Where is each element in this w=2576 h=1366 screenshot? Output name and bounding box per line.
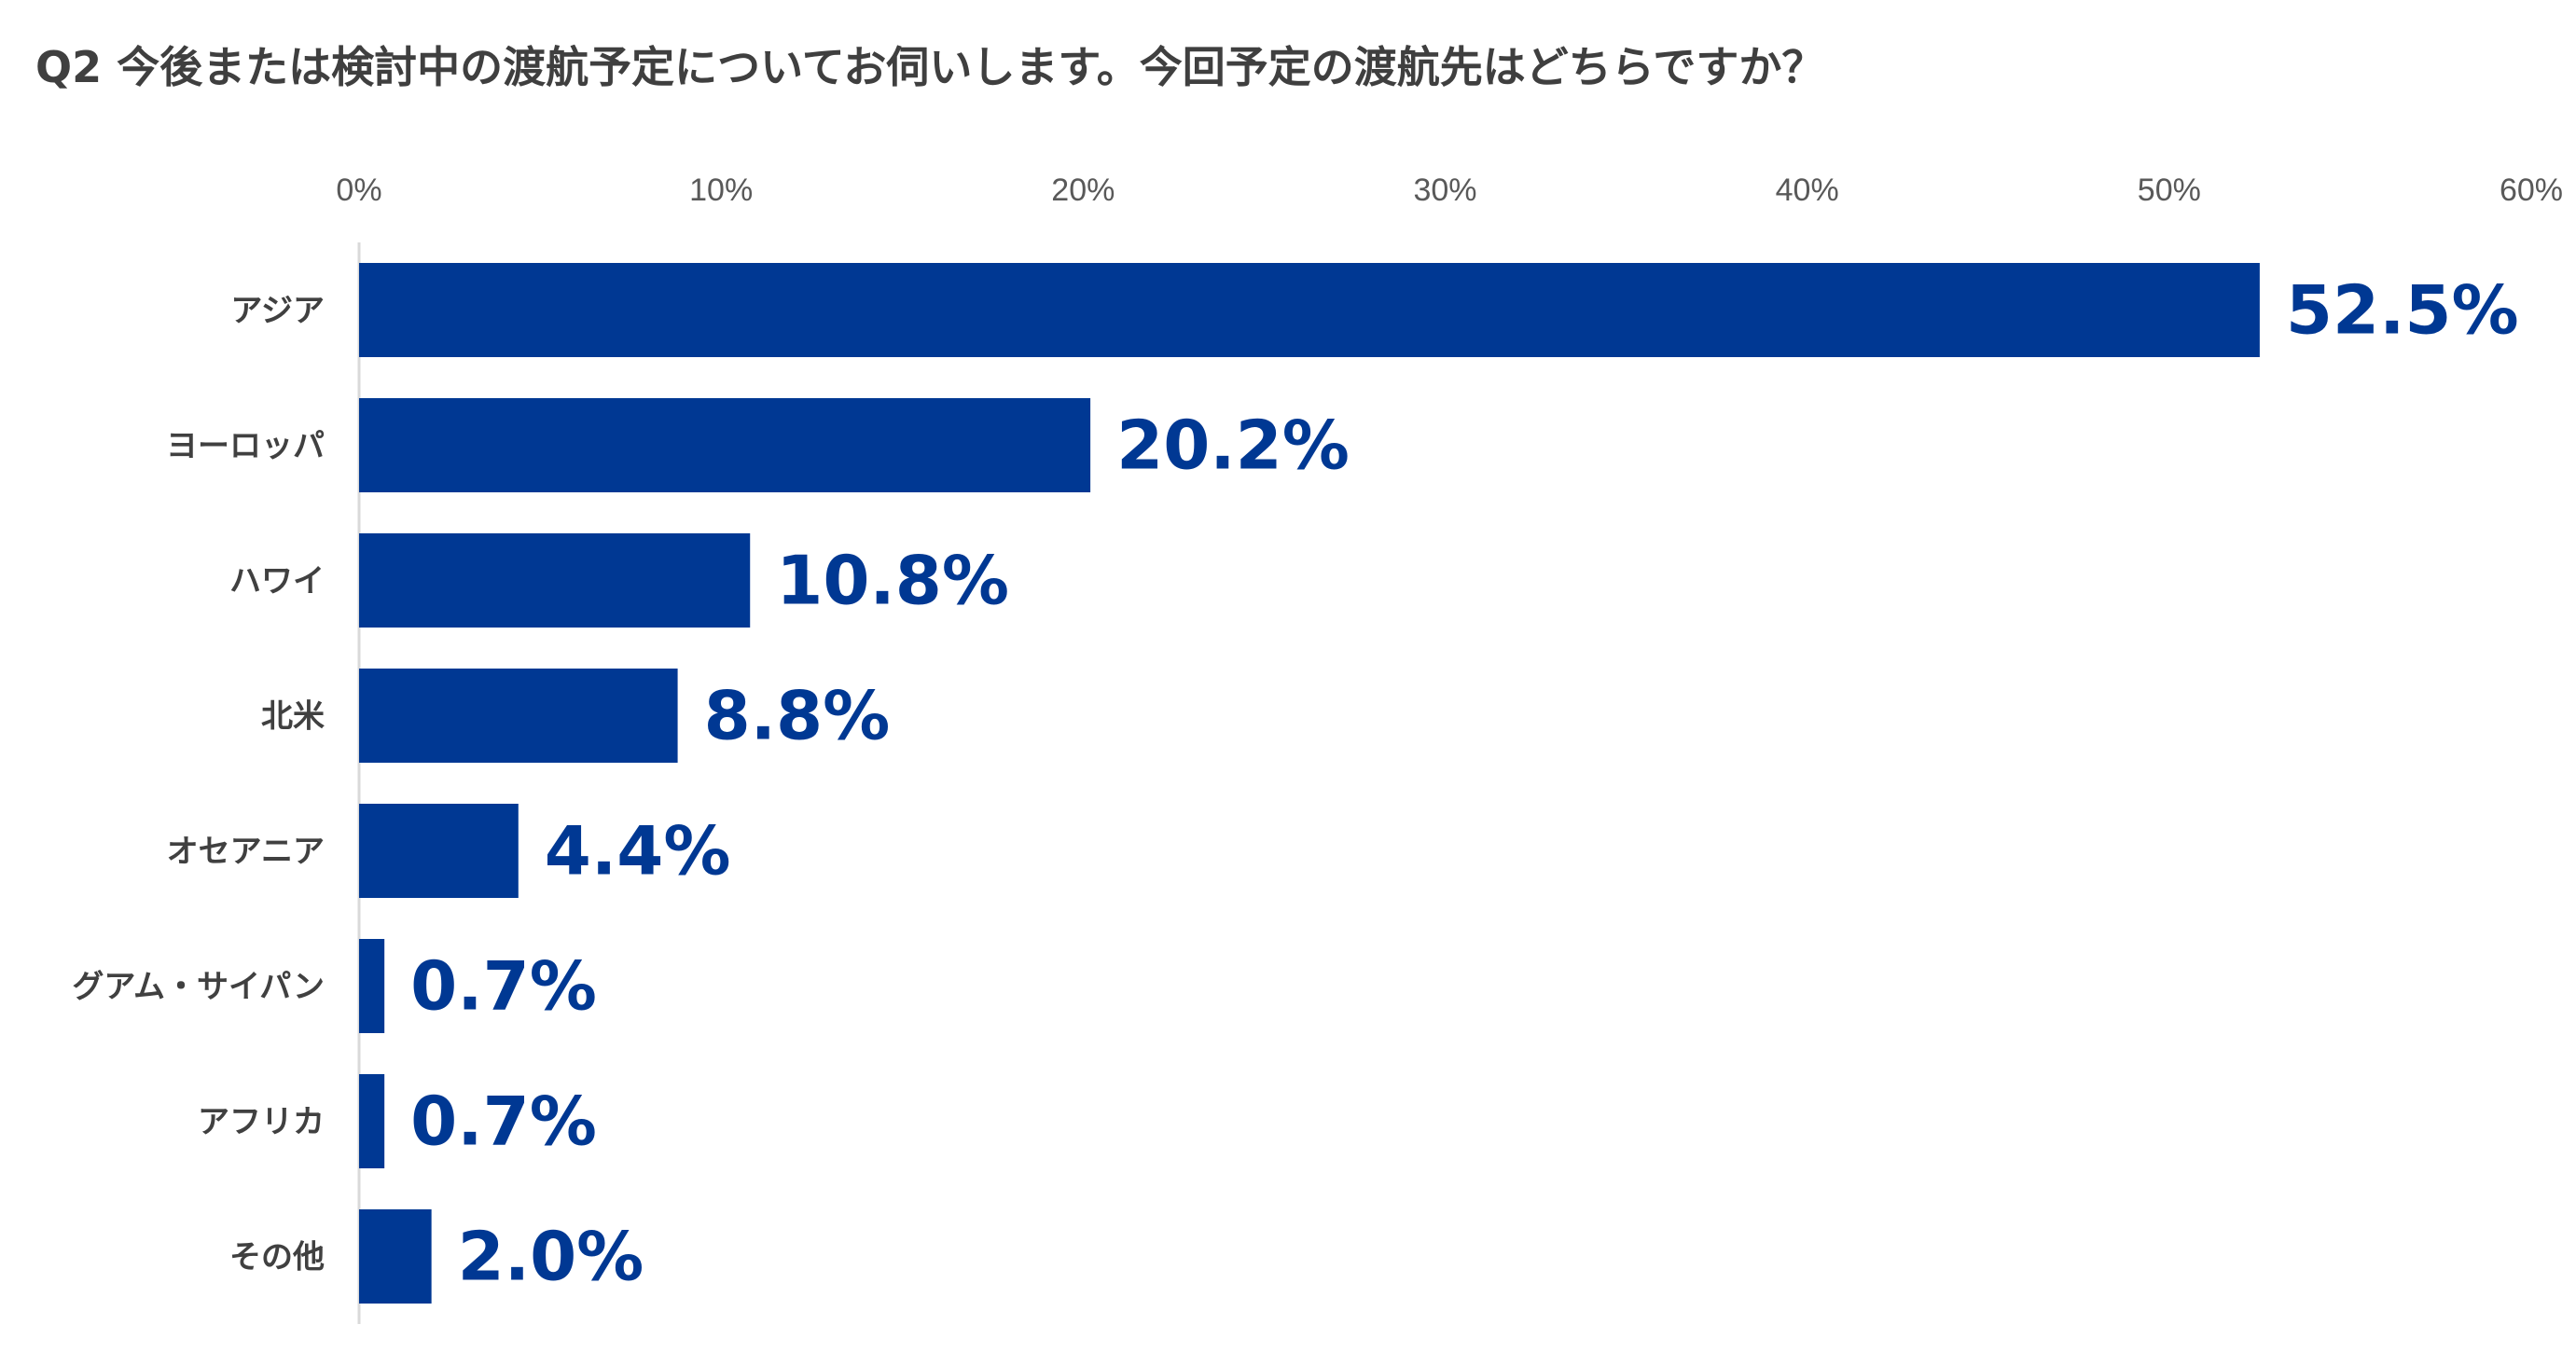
x-tick-label: 10%	[689, 172, 753, 208]
value-label: 0.7%	[410, 947, 597, 1026]
bars	[359, 263, 2260, 1304]
bar	[359, 804, 519, 898]
value-label: 4.4%	[545, 812, 731, 890]
x-tick-label: 0%	[336, 172, 381, 208]
bar	[359, 939, 385, 1033]
bar	[359, 1209, 432, 1304]
value-label: 52.5%	[2286, 271, 2519, 350]
bar	[359, 398, 1091, 492]
category-label: ハワイ	[229, 563, 325, 600]
category-label: グアム・サイパン	[72, 969, 325, 1006]
chart-title: Q2 今後または検討中の渡航予定についてお伺いします。今回予定の渡航先はどちらで…	[35, 42, 1824, 92]
value-label: 20.2%	[1116, 407, 1350, 485]
bar	[359, 263, 2260, 357]
category-label: アジア	[230, 293, 325, 330]
value-label: 10.8%	[776, 542, 1009, 620]
x-tick-label: 30%	[1413, 172, 1476, 208]
category-label: ヨーロッパ	[166, 428, 325, 465]
category-label: オセアニア	[167, 834, 325, 871]
value-label: 8.8%	[704, 677, 891, 755]
x-tick-label: 20%	[1051, 172, 1115, 208]
bar	[359, 1074, 385, 1168]
x-axis-ticks: 0% 10% 20% 30% 40% 50% 60%	[336, 172, 2563, 208]
category-label: アフリカ	[198, 1104, 325, 1141]
x-tick-label: 60%	[2500, 172, 2563, 208]
x-tick-label: 50%	[2138, 172, 2201, 208]
value-label: 0.7%	[410, 1083, 597, 1161]
value-label: 2.0%	[458, 1218, 644, 1296]
bar	[359, 669, 678, 763]
x-tick-label: 40%	[1776, 172, 1839, 208]
category-label: 北米	[261, 698, 325, 736]
value-labels: 52.5% 20.2% 10.8% 8.8% 4.4% 0.7% 0.7% 2.0%	[410, 271, 2519, 1296]
bar	[359, 533, 751, 628]
category-label: その他	[229, 1239, 325, 1276]
